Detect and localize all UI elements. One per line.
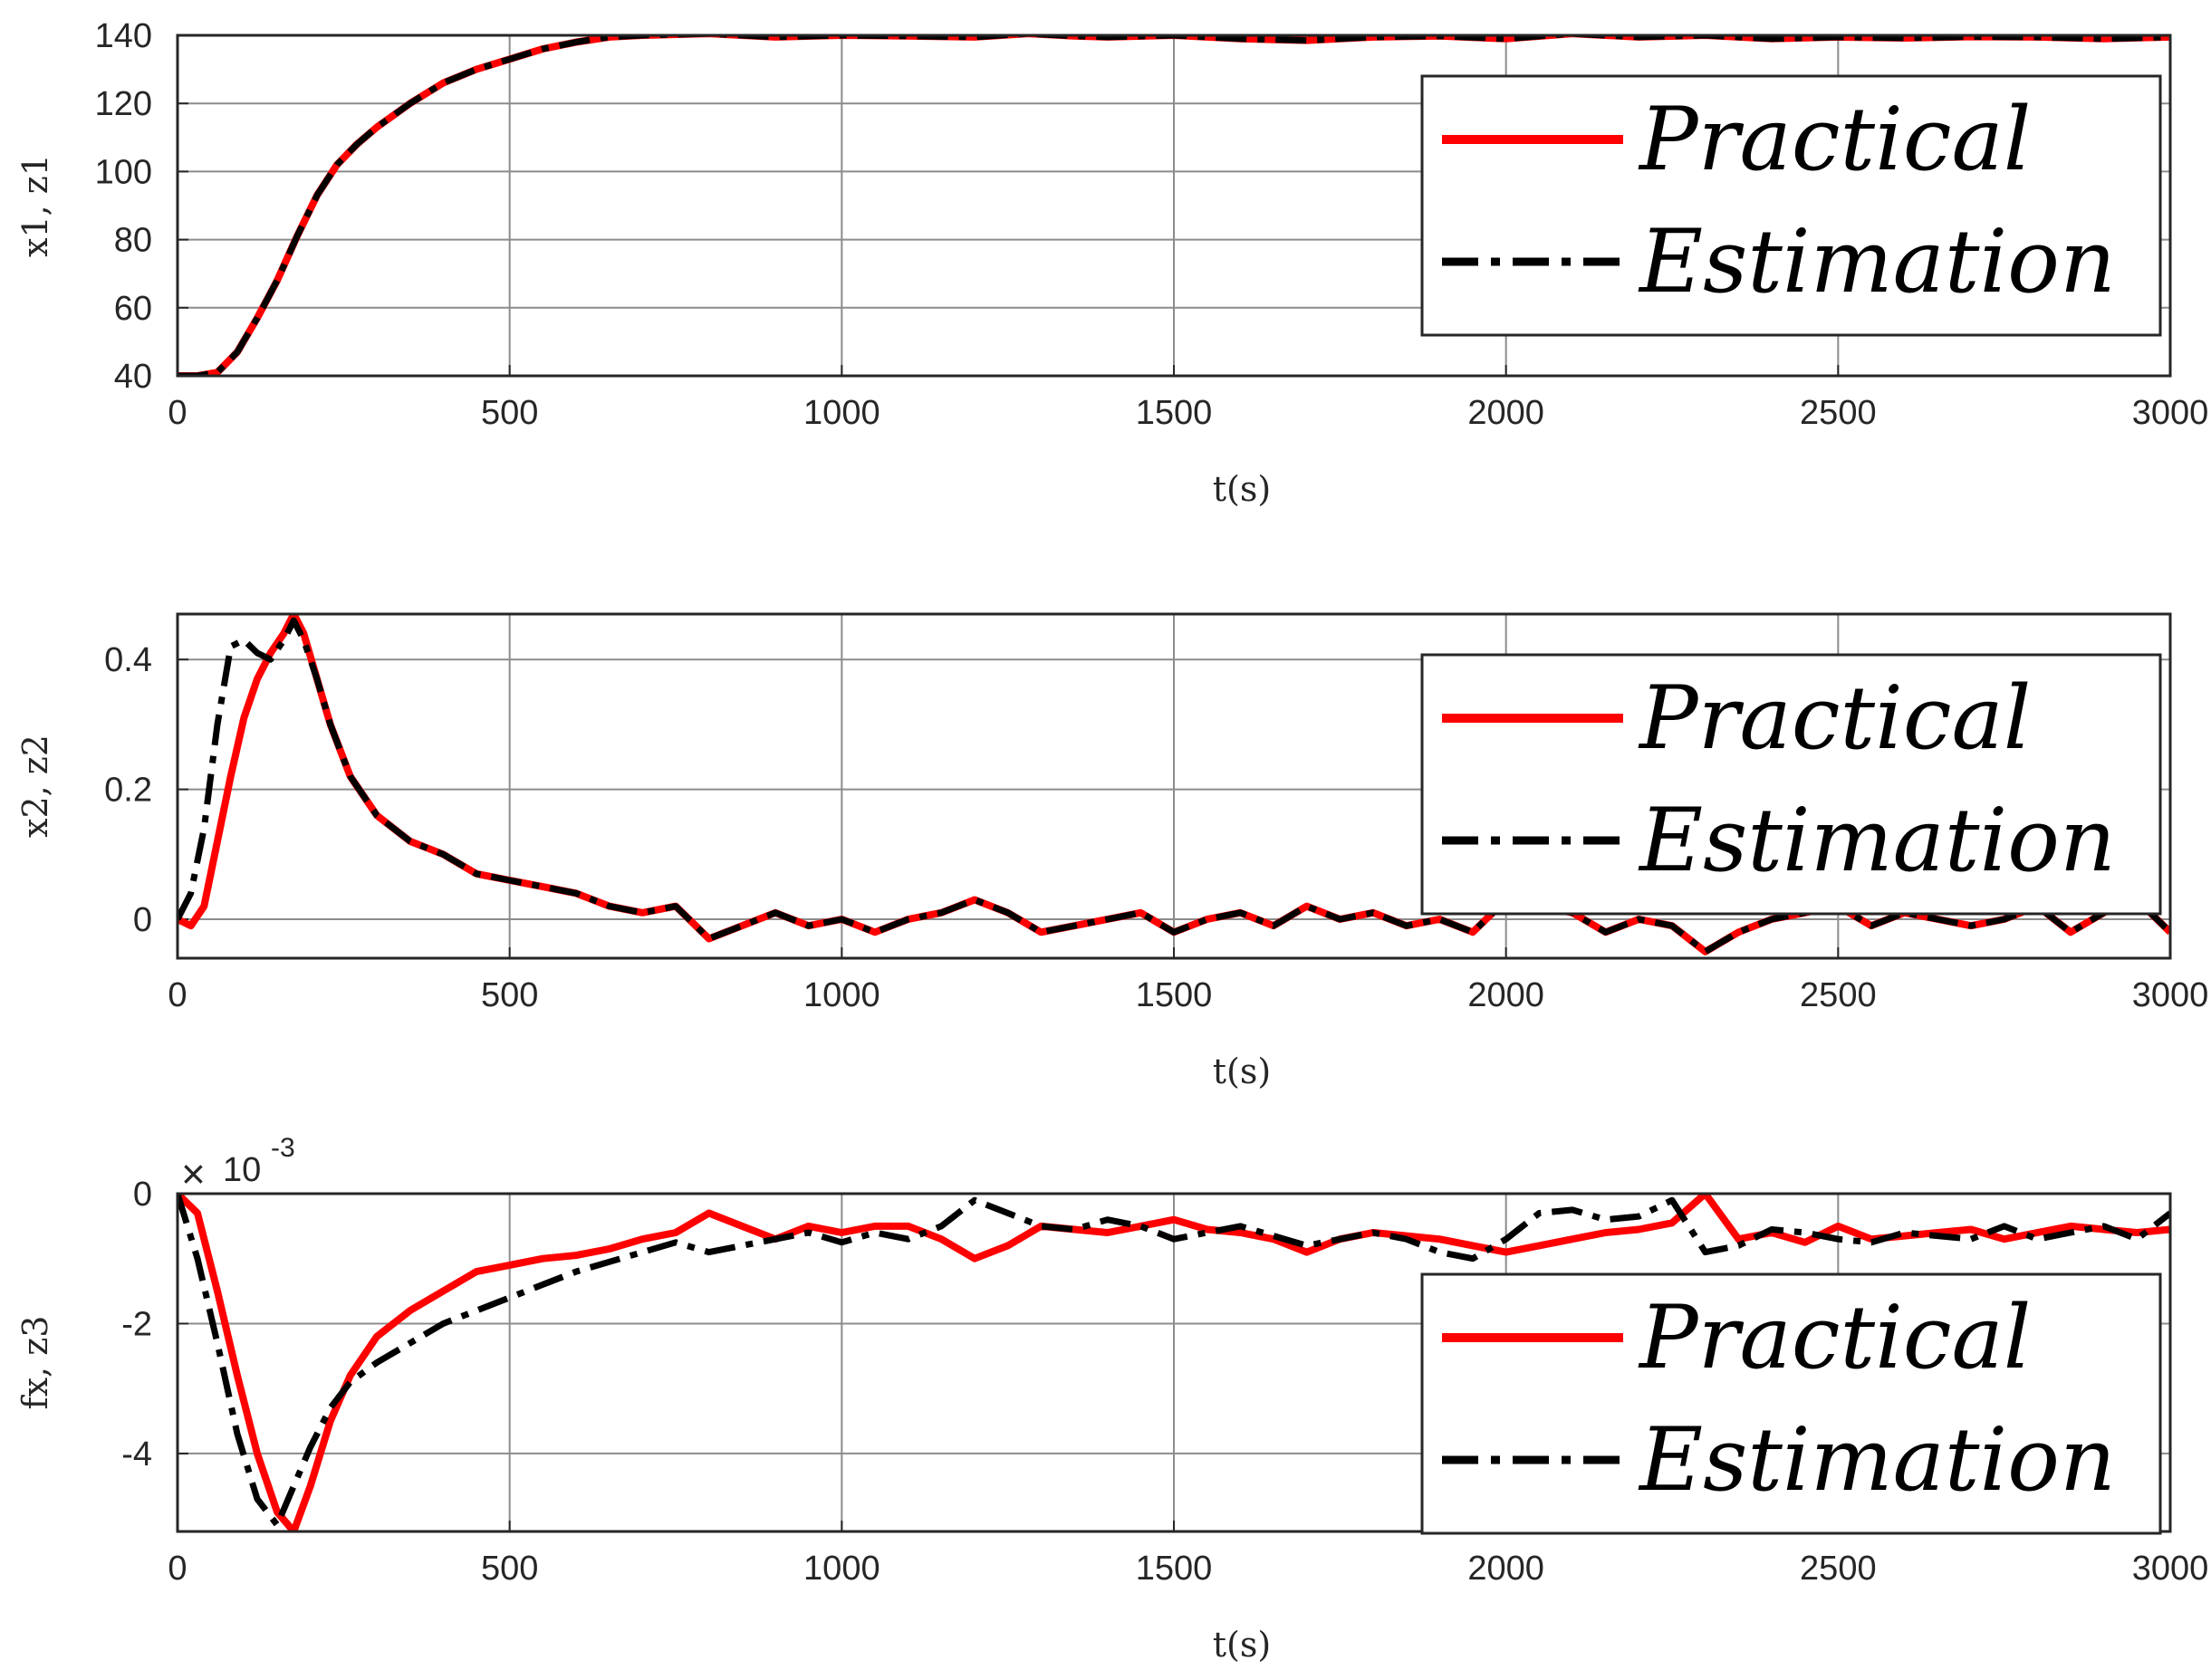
x-tick-label: 2000 [1467,976,1544,1014]
y-axis-label: x1, z1 [15,154,55,257]
axes-box [176,34,2172,378]
y-tick-label: 100 [95,153,152,191]
legend-label-estimation: Estimation [1638,1409,2116,1511]
x-tick-label: 0 [168,976,187,1014]
x-tick-label: 3000 [2132,976,2209,1014]
y-axis-label: x2, z2 [15,734,55,838]
y-tick-label: 0.2 [104,772,152,810]
series-line-estimation [178,35,2170,376]
x-tick-label: 500 [481,976,538,1014]
legend: Practical Estimation [1420,74,2162,337]
legend-label-practical: Practical [1638,1287,2031,1388]
x-tick-label: 2500 [1800,976,1877,1014]
legend: Practical Estimation [1420,653,2162,916]
x-tick-label: 1500 [1136,976,1213,1014]
x-tick-label: 1000 [803,976,880,1014]
y-tick-label: 40 [114,358,152,396]
legend-label-estimation: Estimation [1638,790,2116,891]
x-tick-label: 1500 [1136,1550,1213,1588]
exponent-power: -3 [271,1133,295,1163]
y-tick-label: 120 [95,85,152,123]
legend-label-practical: Practical [1638,89,2031,190]
y-tick-label: -2 [121,1305,152,1343]
y-tick-label: -4 [121,1435,152,1474]
x-tick-label: 3000 [2132,1550,2209,1588]
exponent-base: 10 [223,1151,261,1189]
x-tick-label: 1500 [1136,394,1213,432]
legend-label-estimation: Estimation [1638,211,2116,312]
x-axis-label: t(s) [1213,1625,1271,1665]
chart-fx: 0 500 1000 1500 2000 2500 3000 -4 -2 0 t(s) fx, z3 ×… [15,1133,2208,1665]
x-tick-label: 1000 [803,1550,880,1588]
x-tick-label: 2000 [1467,1550,1544,1588]
legend-box [1420,1272,2162,1535]
x-tick-label: 500 [481,1550,538,1588]
legend-label-practical: Practical [1638,667,2031,769]
y-axis-label: fx, z3 [15,1316,55,1410]
x-axis-label: t(s) [1213,1051,1271,1091]
legend-box [1420,653,2162,916]
y-tick-label: 0 [133,901,152,939]
y-tick-label: 80 [114,222,152,260]
x-tick-label: 0 [168,1550,187,1588]
x-tick-label: 0 [168,394,187,432]
axes-box [176,612,2172,960]
x-tick-label: 500 [481,394,538,432]
exponent-times: × [181,1150,206,1197]
chart-x1: 0 500 1000 1500 2000 2500 3000 40 60 80 100 120 140 t… [15,17,2208,509]
x-tick-label: 2500 [1800,1550,1877,1588]
x-tick-label: 1000 [803,394,880,432]
y-tick-label: 0.4 [104,641,152,679]
axes-box [176,1192,2172,1533]
legend-box [1420,74,2162,337]
y-tick-label: 0 [133,1176,152,1214]
x-tick-label: 2000 [1467,394,1544,432]
series-line-estimation [178,1194,2170,1529]
y-tick-label: 60 [114,290,152,328]
x-axis-label: t(s) [1213,469,1271,509]
legend: Practical Estimation [1420,1272,2162,1535]
x-tick-label: 3000 [2132,394,2209,432]
chart-x2: 0 500 1000 1500 2000 2500 3000 0 0.2 0.4 t(s) x2, z… [15,612,2209,1091]
y-tick-label: 140 [95,17,152,55]
x-tick-label: 2500 [1800,394,1877,432]
